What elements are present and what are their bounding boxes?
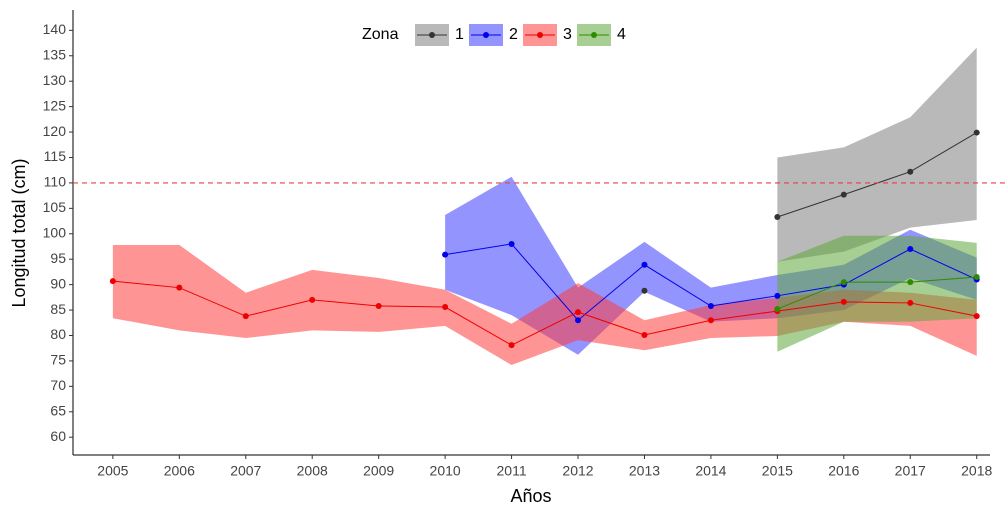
x-tick-label: 2007 bbox=[230, 463, 261, 479]
legend-dot bbox=[537, 32, 543, 38]
data-point bbox=[907, 279, 914, 286]
y-tick-label: 80 bbox=[50, 326, 66, 342]
data-point bbox=[907, 246, 914, 253]
y-tick-label: 90 bbox=[50, 275, 66, 291]
legend-dot bbox=[429, 32, 435, 38]
data-point bbox=[242, 313, 249, 320]
data-point bbox=[707, 317, 714, 324]
data-point bbox=[309, 296, 316, 303]
data-point bbox=[575, 309, 582, 316]
data-point bbox=[774, 306, 781, 313]
data-point bbox=[907, 168, 914, 175]
y-axis-title: Longitud total (cm) bbox=[9, 158, 29, 307]
x-axis-title: Años bbox=[510, 486, 551, 506]
legend-label: 4 bbox=[617, 26, 626, 43]
data-point bbox=[840, 191, 847, 198]
confidence-band bbox=[777, 235, 977, 352]
y-tick-label: 120 bbox=[43, 123, 67, 139]
data-point bbox=[508, 240, 515, 247]
y-tick-label: 115 bbox=[44, 148, 67, 164]
data-point bbox=[774, 213, 781, 220]
y-tick-label: 140 bbox=[43, 21, 67, 37]
legend-label: 3 bbox=[563, 26, 572, 43]
data-point bbox=[641, 287, 648, 294]
y-tick-label: 100 bbox=[43, 224, 67, 240]
confidence-band bbox=[777, 47, 977, 262]
y-tick-label: 75 bbox=[50, 352, 66, 368]
data-point bbox=[375, 302, 382, 309]
data-point bbox=[109, 278, 116, 285]
x-tick-label: 2011 bbox=[497, 463, 527, 479]
y-tick-label: 125 bbox=[43, 97, 67, 113]
x-tick-label: 2017 bbox=[895, 463, 926, 479]
legend-dot bbox=[591, 32, 597, 38]
data-point bbox=[707, 302, 714, 309]
x-tick-label: 2013 bbox=[629, 463, 660, 479]
legend-label: 2 bbox=[509, 26, 518, 43]
data-point bbox=[176, 284, 183, 291]
y-tick-label: 135 bbox=[43, 46, 67, 62]
data-point bbox=[575, 317, 582, 324]
lines bbox=[109, 129, 980, 349]
x-tick-label: 2012 bbox=[562, 463, 593, 479]
data-point bbox=[442, 251, 449, 258]
x-tick-label: 2016 bbox=[828, 463, 859, 479]
data-point bbox=[774, 292, 781, 299]
y-tick-label: 70 bbox=[50, 377, 66, 393]
data-point bbox=[973, 274, 980, 280]
confidence-band bbox=[112, 244, 977, 365]
x-tick-label: 2009 bbox=[363, 463, 394, 479]
y-tick-label: 95 bbox=[50, 250, 66, 266]
bands bbox=[112, 47, 977, 365]
y-tick-label: 65 bbox=[50, 402, 66, 418]
legend-title: Zona bbox=[362, 26, 399, 43]
x-tick-label: 2005 bbox=[97, 463, 128, 479]
x-tick-label: 2010 bbox=[430, 463, 461, 479]
x-tick-label: 2014 bbox=[695, 463, 726, 479]
y-tick-label: 105 bbox=[43, 199, 67, 215]
data-point bbox=[508, 342, 515, 349]
data-point bbox=[641, 331, 648, 338]
y-tick-label: 60 bbox=[50, 428, 66, 444]
data-point bbox=[973, 129, 980, 136]
x-tick-label: 2008 bbox=[297, 463, 328, 479]
y-tick-label: 85 bbox=[50, 301, 66, 317]
data-point bbox=[840, 279, 847, 286]
data-point bbox=[840, 298, 847, 305]
series-line bbox=[777, 276, 977, 310]
y-tick-label: 110 bbox=[44, 174, 67, 190]
x-tick-label: 2006 bbox=[164, 463, 195, 479]
x-tick-label: 2015 bbox=[762, 463, 793, 479]
legend-label: 1 bbox=[455, 26, 464, 43]
data-point bbox=[442, 304, 449, 311]
data-point bbox=[907, 299, 914, 306]
data-point bbox=[641, 261, 648, 268]
legend-dot bbox=[483, 32, 489, 38]
x-tick-label: 2018 bbox=[961, 463, 992, 479]
series-line bbox=[112, 280, 977, 346]
y-tick-label: 130 bbox=[43, 72, 67, 88]
data-point bbox=[973, 313, 980, 320]
